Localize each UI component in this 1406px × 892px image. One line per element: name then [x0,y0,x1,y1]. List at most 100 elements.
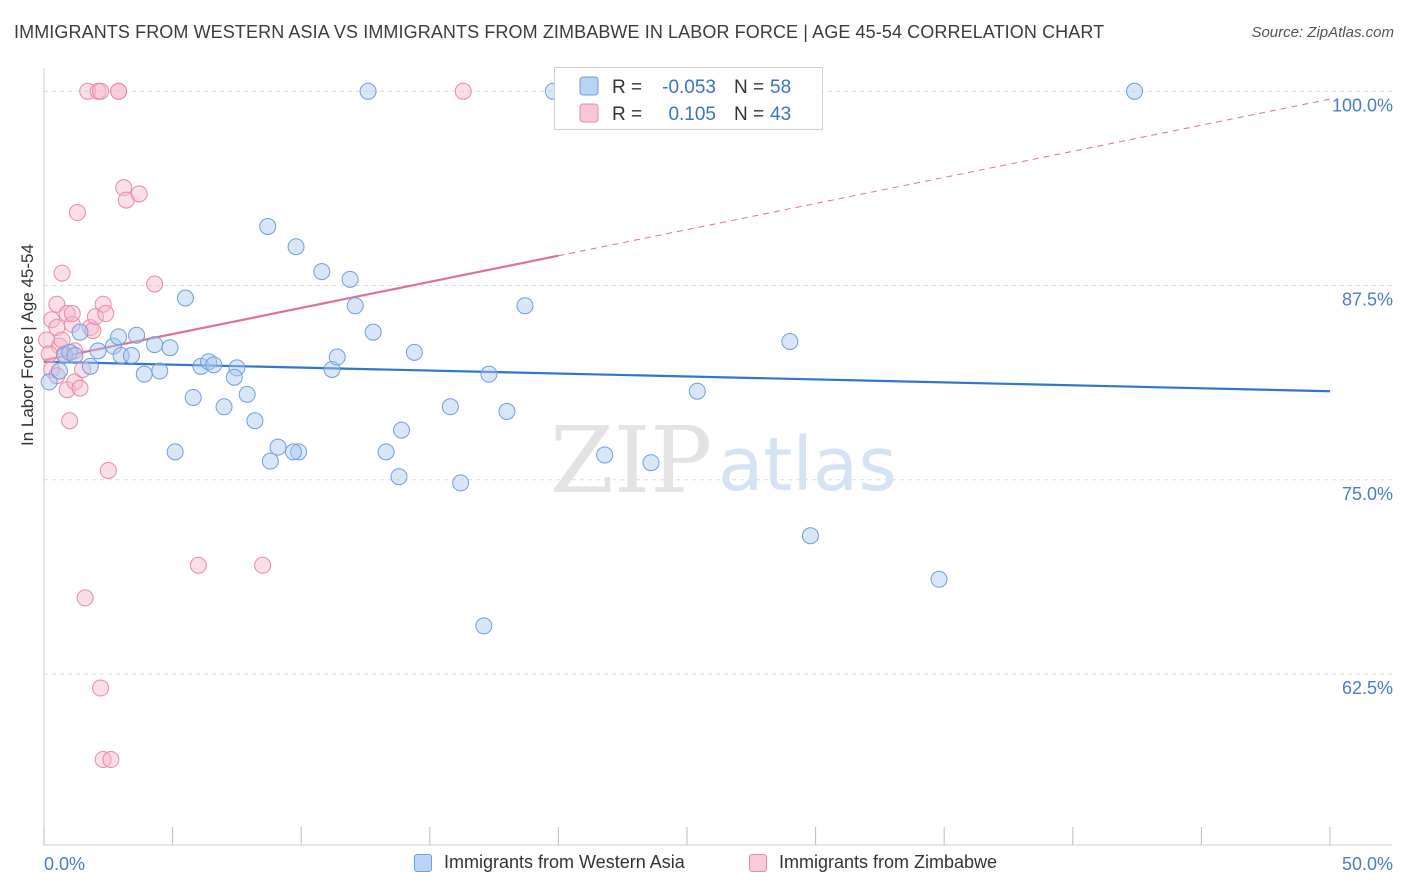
point-pink [189,556,207,574]
point-blue [284,443,302,461]
trend-lines [43,98,1331,393]
chart-title: IMMIGRANTS FROM WESTERN ASIA VS IMMIGRAN… [14,22,1105,42]
point-blue [261,452,279,470]
point-pink [76,589,94,607]
y-tick-label: 75.0% [1342,484,1393,504]
point-blue [112,346,130,364]
point-pink [79,82,97,100]
point-blue [801,527,819,545]
point-blue [323,360,341,378]
trend-line-blue [43,360,1331,393]
grid-lines [44,90,1392,675]
point-blue [56,346,74,364]
point-pink [102,751,120,769]
point-pink [92,82,110,100]
point-blue [452,474,470,492]
bottom-legend-item-zimbabwe: Immigrants from Zimbabwe [749,852,997,873]
point-blue [480,365,498,383]
y-tick-label: 100.0% [1332,95,1393,115]
point-blue [930,570,948,588]
watermark-zip: ZIP [550,407,712,514]
point-blue [135,365,153,383]
point-pink [130,185,148,203]
point-blue [66,346,84,364]
bottom-legend-swatch-blue [414,853,432,872]
point-blue [81,357,99,375]
point-blue [205,356,223,374]
point-blue [1126,82,1144,100]
point-pink [92,679,110,697]
point-blue [781,333,799,351]
point-blue [146,336,164,354]
legend-n-value-pink: 43 [770,104,791,125]
point-pink [146,275,164,293]
point-pink [58,305,76,323]
bottom-legend-label-western-asia: Immigrants from Western Asia [444,852,685,872]
point-blue [688,382,706,400]
point-pink [71,379,89,397]
point-blue [40,373,58,391]
data-points [38,82,1144,769]
point-blue [246,412,264,430]
point-blue [328,348,346,366]
point-blue [405,343,423,361]
point-blue [498,402,516,420]
point-blue [642,454,660,472]
bottom-legend-swatch-pink [749,853,767,872]
point-pink [61,412,79,430]
point-blue [184,388,202,406]
y-tick-label: 62.5% [1342,678,1393,698]
point-blue [475,617,493,635]
point-pink [115,179,133,197]
point-blue [161,339,179,357]
point-blue [200,353,218,371]
point-blue [61,343,79,361]
legend-n-label-blue: N = [734,77,764,98]
point-pink [53,264,71,282]
stats-legend-box [554,67,823,130]
point-blue [359,82,377,100]
y-tick-label: 87.5% [1342,290,1393,310]
point-blue [215,398,233,416]
source-credit: Source: ZipAtlas.com [1251,24,1394,41]
point-blue [346,297,364,315]
stats-legend: R = -0.053 N = 58 R = 0.105 N = 43 [554,67,823,130]
point-pink [63,305,81,323]
point-pink [68,204,86,222]
legend-r-label-pink: R = [612,104,642,125]
legend-n-value-blue: 58 [770,77,791,98]
bottom-legend-item-western-asia: Immigrants from Western Asia [414,852,685,873]
point-blue [441,398,459,416]
legend-swatch-pink [579,103,599,123]
legend-r-label-blue: R = [612,77,642,98]
point-blue [50,362,68,380]
point-blue [71,323,89,341]
point-blue [313,263,331,281]
tick-labels: 62.5% 75.0% 87.5% 100.0% 0.0% 50.0% [44,95,1393,874]
legend-r-value-blue: -0.053 [662,77,716,98]
point-pink [40,345,58,363]
point-pink [454,82,472,100]
x-tick-label-max: 50.0% [1342,854,1393,874]
legend-swatch-blue [579,76,599,96]
point-blue [269,438,287,456]
bottom-legend-label-zimbabwe: Immigrants from Zimbabwe [779,852,998,872]
point-blue [390,468,408,486]
legend-r-value-pink: 0.105 [668,104,716,125]
point-blue [225,368,243,386]
point-blue [341,270,359,288]
x-tick-label-min: 0.0% [44,854,85,874]
point-pink [81,319,99,337]
point-blue [596,446,614,464]
point-blue [393,421,411,439]
point-blue [259,218,277,236]
point-blue [377,443,395,461]
point-blue [287,238,305,256]
axes [43,68,1392,846]
trend-line-pink [43,254,559,362]
point-blue [122,346,140,364]
point-pink [254,556,272,574]
point-blue [110,328,128,346]
point-blue [166,443,184,461]
